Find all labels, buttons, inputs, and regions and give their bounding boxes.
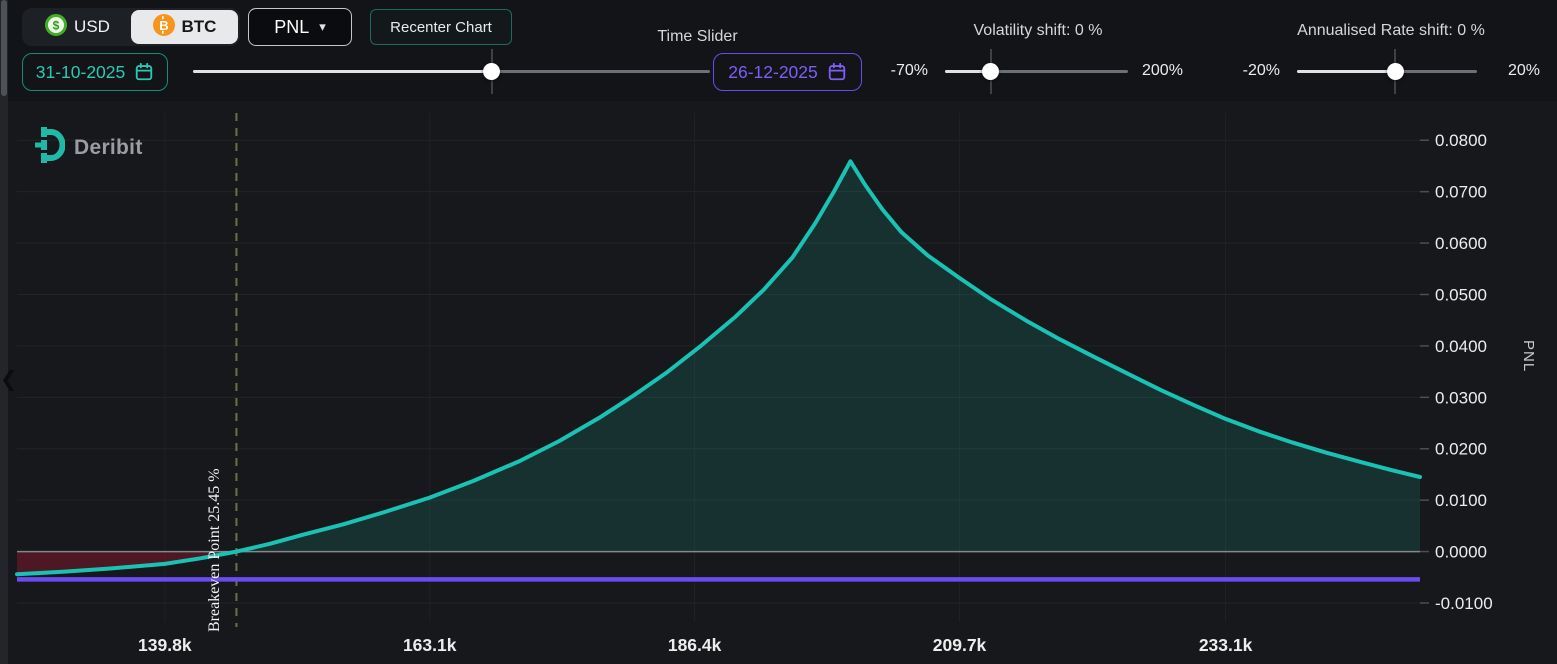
volatility-slider-fill bbox=[945, 70, 991, 73]
recenter-chart-button[interactable]: Recenter Chart bbox=[370, 9, 512, 45]
time-slider-thumb[interactable] bbox=[483, 63, 501, 80]
volatility-slider-track[interactable] bbox=[945, 70, 1128, 73]
positive-pnl-area bbox=[236, 161, 1420, 552]
y-tick-label: 0.0200 bbox=[1435, 440, 1487, 459]
btc-label: BTC bbox=[181, 17, 217, 36]
end-date-value: 26-12-2025 bbox=[728, 61, 818, 82]
btc-toggle-button[interactable]: B BTC bbox=[131, 10, 238, 44]
time-slider-label: Time Slider bbox=[657, 28, 738, 45]
y-tick-label: 0.0800 bbox=[1435, 131, 1487, 150]
time-slider-fill bbox=[193, 70, 492, 73]
rate-slider-thumb[interactable] bbox=[1386, 63, 1404, 80]
left-scrollbar-track[interactable] bbox=[0, 0, 8, 664]
y-tick-label: 0.0500 bbox=[1435, 285, 1487, 304]
y-axis-title: PNL bbox=[1520, 340, 1537, 373]
rate-min-label: -20% bbox=[1242, 62, 1280, 79]
start-date-input[interactable]: 31-10-2025 bbox=[22, 53, 168, 91]
svg-text:B: B bbox=[159, 18, 168, 33]
negative-pnl-area bbox=[17, 551, 237, 575]
chart-plot-area[interactable] bbox=[17, 113, 1420, 622]
pnl-curve bbox=[15, 159, 1422, 577]
time-slider[interactable] bbox=[193, 48, 710, 95]
collapse-panel-chevron-left-icon[interactable]: ❮ bbox=[0, 368, 18, 391]
end-date-input[interactable]: 26-12-2025 bbox=[713, 53, 862, 91]
deribit-logo-icon bbox=[35, 127, 66, 168]
volatility-max-label: 200% bbox=[1142, 62, 1183, 79]
rate-slider[interactable] bbox=[1297, 48, 1477, 95]
x-tick-label: 163.1k bbox=[403, 635, 457, 655]
rate-slider-fill bbox=[1297, 70, 1396, 73]
x-tick-label: 233.1k bbox=[1199, 635, 1253, 655]
rate-max-label: 20% bbox=[1508, 62, 1541, 79]
deribit-watermark: Deribit bbox=[35, 127, 143, 168]
chevron-down-icon: ▾ bbox=[319, 19, 326, 34]
y-tick-label: 0.0100 bbox=[1435, 491, 1487, 510]
start-date-value: 31-10-2025 bbox=[35, 61, 126, 82]
calendar-icon[interactable] bbox=[134, 62, 154, 82]
svg-text:$: $ bbox=[53, 18, 60, 32]
btc-coin-icon: B bbox=[152, 13, 175, 41]
usd-coin-icon: $ bbox=[45, 13, 68, 41]
y-tick-label: 0.0000 bbox=[1435, 543, 1487, 562]
deribit-brand-text: Deribit bbox=[74, 135, 143, 159]
pnl-mode-dropdown[interactable]: PNL ▾ bbox=[248, 8, 352, 46]
pnl-dropdown-label: PNL bbox=[274, 16, 310, 37]
y-tick-label: -0.0100 bbox=[1435, 594, 1493, 613]
rate-shift-label: Annualised Rate shift: 0 % bbox=[1297, 22, 1485, 39]
x-tick-label: 209.7k bbox=[933, 635, 987, 655]
currency-toggle: $ USD B BTC bbox=[22, 8, 240, 46]
y-tick-label: 0.0600 bbox=[1435, 234, 1487, 253]
volatility-slider-thumb[interactable] bbox=[982, 63, 1000, 80]
usd-label: USD bbox=[74, 17, 110, 36]
y-tick-label: 0.0400 bbox=[1435, 337, 1487, 356]
left-scrollbar-thumb[interactable] bbox=[1, 0, 7, 96]
x-tick-label: 139.8k bbox=[138, 635, 192, 655]
usd-toggle-button[interactable]: $ USD bbox=[24, 10, 131, 44]
y-tick-label: 0.0700 bbox=[1435, 183, 1487, 202]
volatility-slider[interactable] bbox=[945, 48, 1128, 95]
volatility-shift-label: Volatility shift: 0 % bbox=[973, 22, 1103, 39]
calendar-icon[interactable] bbox=[827, 62, 847, 82]
y-tick-label: 0.0300 bbox=[1435, 388, 1487, 407]
volatility-min-label: -70% bbox=[890, 62, 928, 79]
x-tick-label: 186.4k bbox=[668, 635, 722, 655]
